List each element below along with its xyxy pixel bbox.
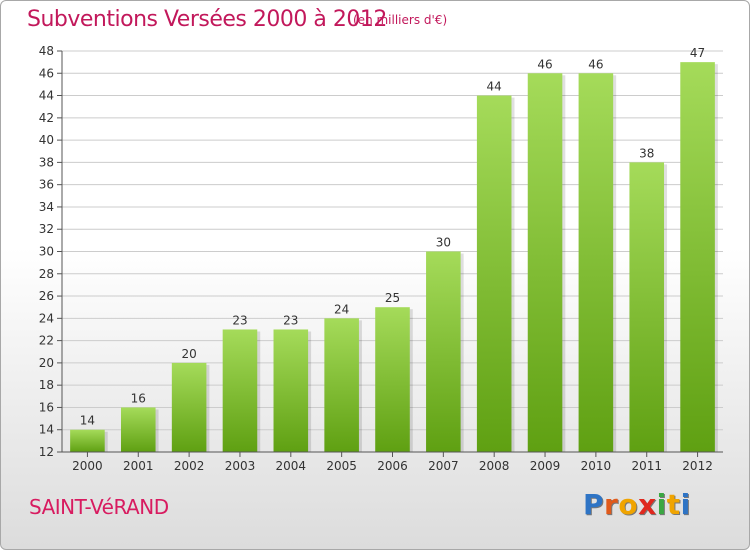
y-tick-label: 36 xyxy=(39,178,54,192)
x-tick-label: 2011 xyxy=(631,459,662,473)
y-tick-label: 24 xyxy=(39,311,54,325)
bar xyxy=(120,407,156,452)
y-tick-label: 16 xyxy=(39,400,54,414)
bar-value-label: 20 xyxy=(181,347,196,361)
chart-title: Subventions Versées 2000 à 2012 xyxy=(27,7,387,32)
bar xyxy=(375,307,410,452)
y-tick-label: 26 xyxy=(39,289,54,303)
logo-letter: t xyxy=(666,488,681,521)
bar xyxy=(324,318,359,452)
bar xyxy=(222,329,258,452)
logo-letter: r xyxy=(604,488,619,521)
place-name: SAINT-VéRAND xyxy=(29,495,169,519)
x-tick-label: 2002 xyxy=(174,459,205,473)
x-tick-label: 2003 xyxy=(225,459,256,473)
logo-letter: x xyxy=(638,488,657,521)
x-tick-label: 2004 xyxy=(276,459,307,473)
bar-value-label: 30 xyxy=(436,236,451,250)
y-tick-label: 28 xyxy=(39,267,54,281)
x-tick-label: 2009 xyxy=(530,459,561,473)
logo-letter: P xyxy=(583,488,605,521)
bar xyxy=(273,329,309,452)
logo-letter: i xyxy=(656,488,667,521)
x-tick-label: 2012 xyxy=(682,459,713,473)
bar-value-label: 23 xyxy=(283,313,298,327)
bar-value-label: 44 xyxy=(487,80,502,94)
bar xyxy=(426,251,461,452)
bar-value-label: 46 xyxy=(588,57,603,71)
bar-value-label: 23 xyxy=(232,313,247,327)
y-tick-label: 40 xyxy=(39,133,54,147)
y-tick-label: 30 xyxy=(39,245,54,259)
bar-value-label: 47 xyxy=(690,46,705,60)
bar-value-label: 14 xyxy=(80,414,95,428)
y-tick-label: 12 xyxy=(39,445,54,459)
y-tick-label: 48 xyxy=(39,44,54,58)
y-tick-label: 38 xyxy=(39,155,54,169)
logo-letter: i xyxy=(680,488,691,521)
y-tick-label: 20 xyxy=(39,356,54,370)
bar xyxy=(171,362,207,452)
x-tick-label: 2001 xyxy=(123,459,154,473)
x-tick-label: 2006 xyxy=(377,459,408,473)
y-tick-label: 18 xyxy=(39,378,54,392)
y-tick-label: 32 xyxy=(39,222,54,236)
y-tick-label: 44 xyxy=(39,89,54,103)
y-tick-label: 22 xyxy=(39,334,54,348)
x-tick-label: 2008 xyxy=(479,459,510,473)
bar-value-label: 25 xyxy=(385,291,400,305)
y-tick-label: 34 xyxy=(39,200,54,214)
x-tick-label: 2000 xyxy=(72,459,103,473)
axes: 12 14 16 18 20 22 24 26 28 30 32 34 36 38 40 42 44 46 48 20… xyxy=(39,44,723,473)
bar-value-label: 38 xyxy=(639,146,654,160)
bar-value-label: 16 xyxy=(131,391,146,405)
proxiti-logo: Proxiti xyxy=(583,488,691,521)
x-tick-label: 2007 xyxy=(428,459,459,473)
y-tick-label: 42 xyxy=(39,111,54,125)
bar xyxy=(680,62,715,453)
bar xyxy=(578,73,614,453)
y-tick-label: 14 xyxy=(39,423,54,437)
bars: 14 16 20 23 23 24 25 30 44 46 46 38 47 xyxy=(70,46,718,453)
bar xyxy=(70,429,105,452)
bar-value-label: 24 xyxy=(334,302,349,316)
x-tick-label: 2005 xyxy=(326,459,357,473)
chart-subtitle: (en milliers d'€) xyxy=(353,13,448,27)
bar xyxy=(476,95,512,453)
bar xyxy=(527,73,563,453)
x-tick-label: 2010 xyxy=(581,459,612,473)
bar xyxy=(629,162,665,452)
bar-value-label: 46 xyxy=(537,57,552,71)
y-tick-label: 46 xyxy=(39,66,54,80)
logo-letter: o xyxy=(618,488,639,521)
